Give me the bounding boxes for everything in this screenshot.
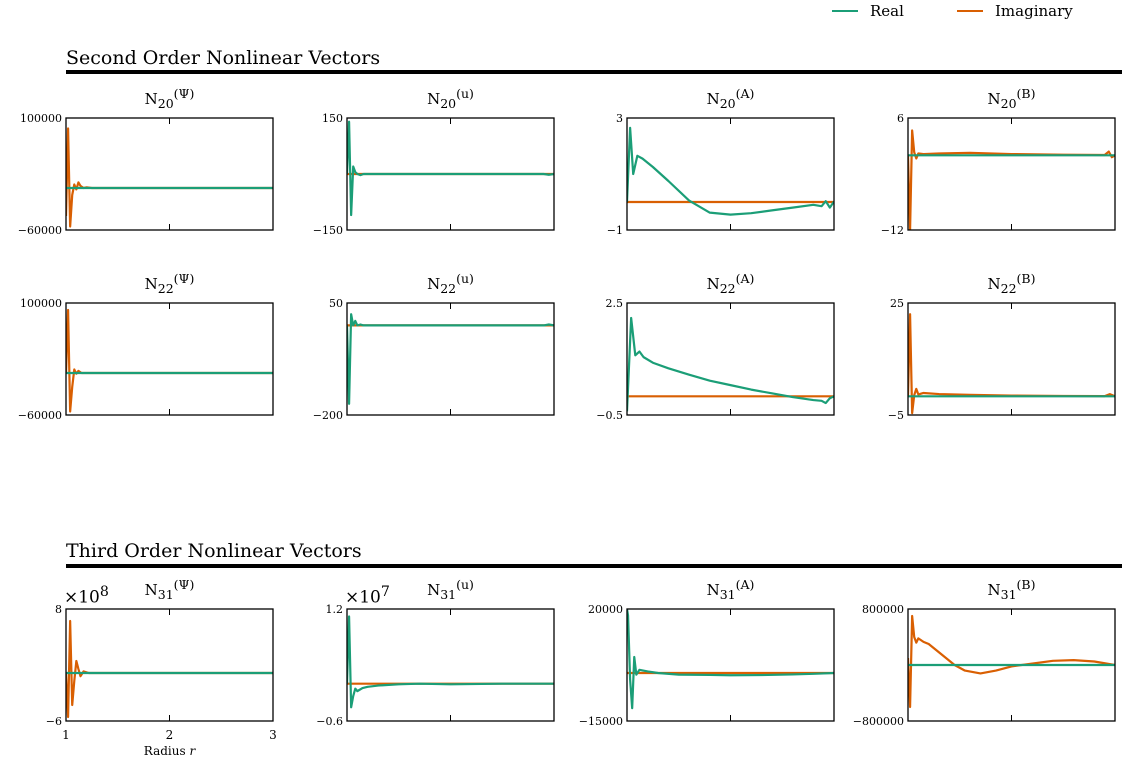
plot-frame bbox=[65, 117, 274, 231]
series-line-real bbox=[347, 615, 554, 709]
y-tick-label-top: 8 bbox=[55, 603, 62, 616]
y-tick-label-top: 800000 bbox=[862, 603, 904, 616]
scale-label: ×108 bbox=[64, 585, 109, 606]
series-line-real bbox=[347, 313, 554, 405]
plot-frame bbox=[346, 608, 555, 722]
chart-title: N31(B) bbox=[988, 579, 1036, 601]
chart-title: N31(A) bbox=[707, 579, 755, 601]
legend: Real Imaginary bbox=[828, 0, 1122, 22]
series-line-imaginary bbox=[66, 308, 273, 413]
plot-frame bbox=[626, 117, 835, 231]
x-tick-label: 1 bbox=[62, 728, 70, 742]
chart-panel-3: 3 −1 N20(A) bbox=[607, 88, 835, 237]
chart-panel-9: 8 −6 N31(Ψ) ×108 bbox=[46, 579, 274, 728]
legend-item-imaginary: Imaginary bbox=[957, 0, 1073, 22]
y-tick-label-bottom: −800000 bbox=[853, 715, 904, 728]
legend-swatch-imaginary bbox=[957, 9, 983, 13]
chart-panel-5: 100000 −60000 N22(Ψ) bbox=[18, 273, 274, 422]
chart-panel-12: 800000 −800000 N31(B) bbox=[853, 579, 1116, 728]
chart-panel-4: 6 −12 N20(B) bbox=[881, 88, 1116, 237]
plot-frame bbox=[65, 302, 274, 416]
y-tick-label-top: 100000 bbox=[20, 297, 62, 310]
section-rule-second-order bbox=[66, 70, 1122, 74]
chart-title: N20(A) bbox=[707, 88, 755, 110]
y-tick-label-top: 25 bbox=[890, 297, 904, 310]
y-tick-label-bottom: −200 bbox=[313, 409, 343, 422]
x-tick-label: 3 bbox=[269, 728, 277, 742]
chart-panel-8: 25 −5 N22(B) bbox=[888, 273, 1116, 422]
chart-title: N22(Ψ) bbox=[145, 273, 195, 295]
series-line-real bbox=[627, 316, 834, 412]
series-line-imaginary bbox=[908, 614, 1115, 709]
chart-title: N22(A) bbox=[707, 273, 755, 295]
chart-panel-11: 20000 −15000 N31(A) bbox=[579, 579, 835, 728]
y-tick-label-bottom: −60000 bbox=[18, 224, 62, 237]
series-line-imaginary bbox=[908, 129, 1115, 230]
chart-panel-7: 2.5 −0.5 N22(A) bbox=[596, 273, 835, 422]
chart-panel-6: 50 −200 N22(u) bbox=[313, 273, 555, 422]
plot-frame bbox=[907, 117, 1116, 231]
y-tick-label-bottom: −15000 bbox=[579, 715, 623, 728]
section-title-third-order: Third Order Nonlinear Vectors bbox=[66, 540, 362, 562]
y-tick-label-bottom: −60000 bbox=[18, 409, 62, 422]
y-tick-label-top: 20000 bbox=[588, 603, 623, 616]
legend-label-real: Real bbox=[870, 2, 904, 20]
y-tick-label-bottom: −0.5 bbox=[596, 409, 623, 422]
x-tick-label: 2 bbox=[166, 728, 174, 742]
plot-frame bbox=[346, 302, 555, 416]
y-tick-label-top: 6 bbox=[897, 112, 904, 125]
y-tick-label-bottom: −6 bbox=[46, 715, 62, 728]
y-tick-label-top: 50 bbox=[329, 297, 343, 310]
y-tick-label-top: 3 bbox=[616, 112, 623, 125]
x-axis-label: Radius r bbox=[144, 745, 195, 757]
y-tick-label-top: 150 bbox=[322, 112, 343, 125]
y-tick-label-top: 100000 bbox=[20, 112, 62, 125]
series-line-real bbox=[347, 120, 554, 217]
section-rule-third-order bbox=[66, 564, 1122, 568]
chart-title: N31(Ψ) bbox=[145, 579, 195, 601]
chart-panel-1: 100000 −60000 N20(Ψ) bbox=[18, 88, 274, 237]
scale-label: ×107 bbox=[345, 585, 390, 606]
series-line-real bbox=[627, 126, 834, 216]
legend-label-imaginary: Imaginary bbox=[995, 2, 1073, 20]
y-tick-label-bottom: −150 bbox=[313, 224, 343, 237]
chart-title: N20(B) bbox=[988, 88, 1036, 110]
legend-swatch-real bbox=[832, 9, 858, 13]
y-tick-label-bottom: −12 bbox=[881, 224, 904, 237]
plot-frame bbox=[626, 608, 835, 722]
chart-title: N31(u) bbox=[427, 579, 474, 601]
x-axis-labels: 1 2 3 Radius r bbox=[62, 728, 277, 757]
series-line-imaginary bbox=[66, 619, 273, 719]
y-tick-label-bottom: −5 bbox=[888, 409, 904, 422]
series-line-imaginary bbox=[66, 127, 273, 228]
plot-frame bbox=[907, 302, 1116, 416]
y-tick-label-bottom: −1 bbox=[607, 224, 623, 237]
chart-panel-10: 1.2 −0.6 N31(u) ×107 bbox=[316, 579, 555, 728]
chart-title: N20(u) bbox=[427, 88, 474, 110]
chart-title: N22(u) bbox=[427, 273, 474, 295]
y-tick-label-top: 2.5 bbox=[606, 297, 624, 310]
section-title-second-order: Second Order Nonlinear Vectors bbox=[66, 47, 381, 69]
legend-item-real: Real bbox=[832, 0, 904, 22]
y-tick-label-top: 1.2 bbox=[326, 603, 344, 616]
chart-panel-2: 150 −150 N20(u) bbox=[313, 88, 555, 237]
chart-title: N20(Ψ) bbox=[145, 88, 195, 110]
chart-title: N22(B) bbox=[988, 273, 1036, 295]
series-line-real bbox=[627, 609, 834, 710]
y-tick-label-bottom: −0.6 bbox=[316, 715, 343, 728]
series-line-imaginary bbox=[908, 313, 1115, 415]
plot-frame bbox=[65, 608, 274, 722]
